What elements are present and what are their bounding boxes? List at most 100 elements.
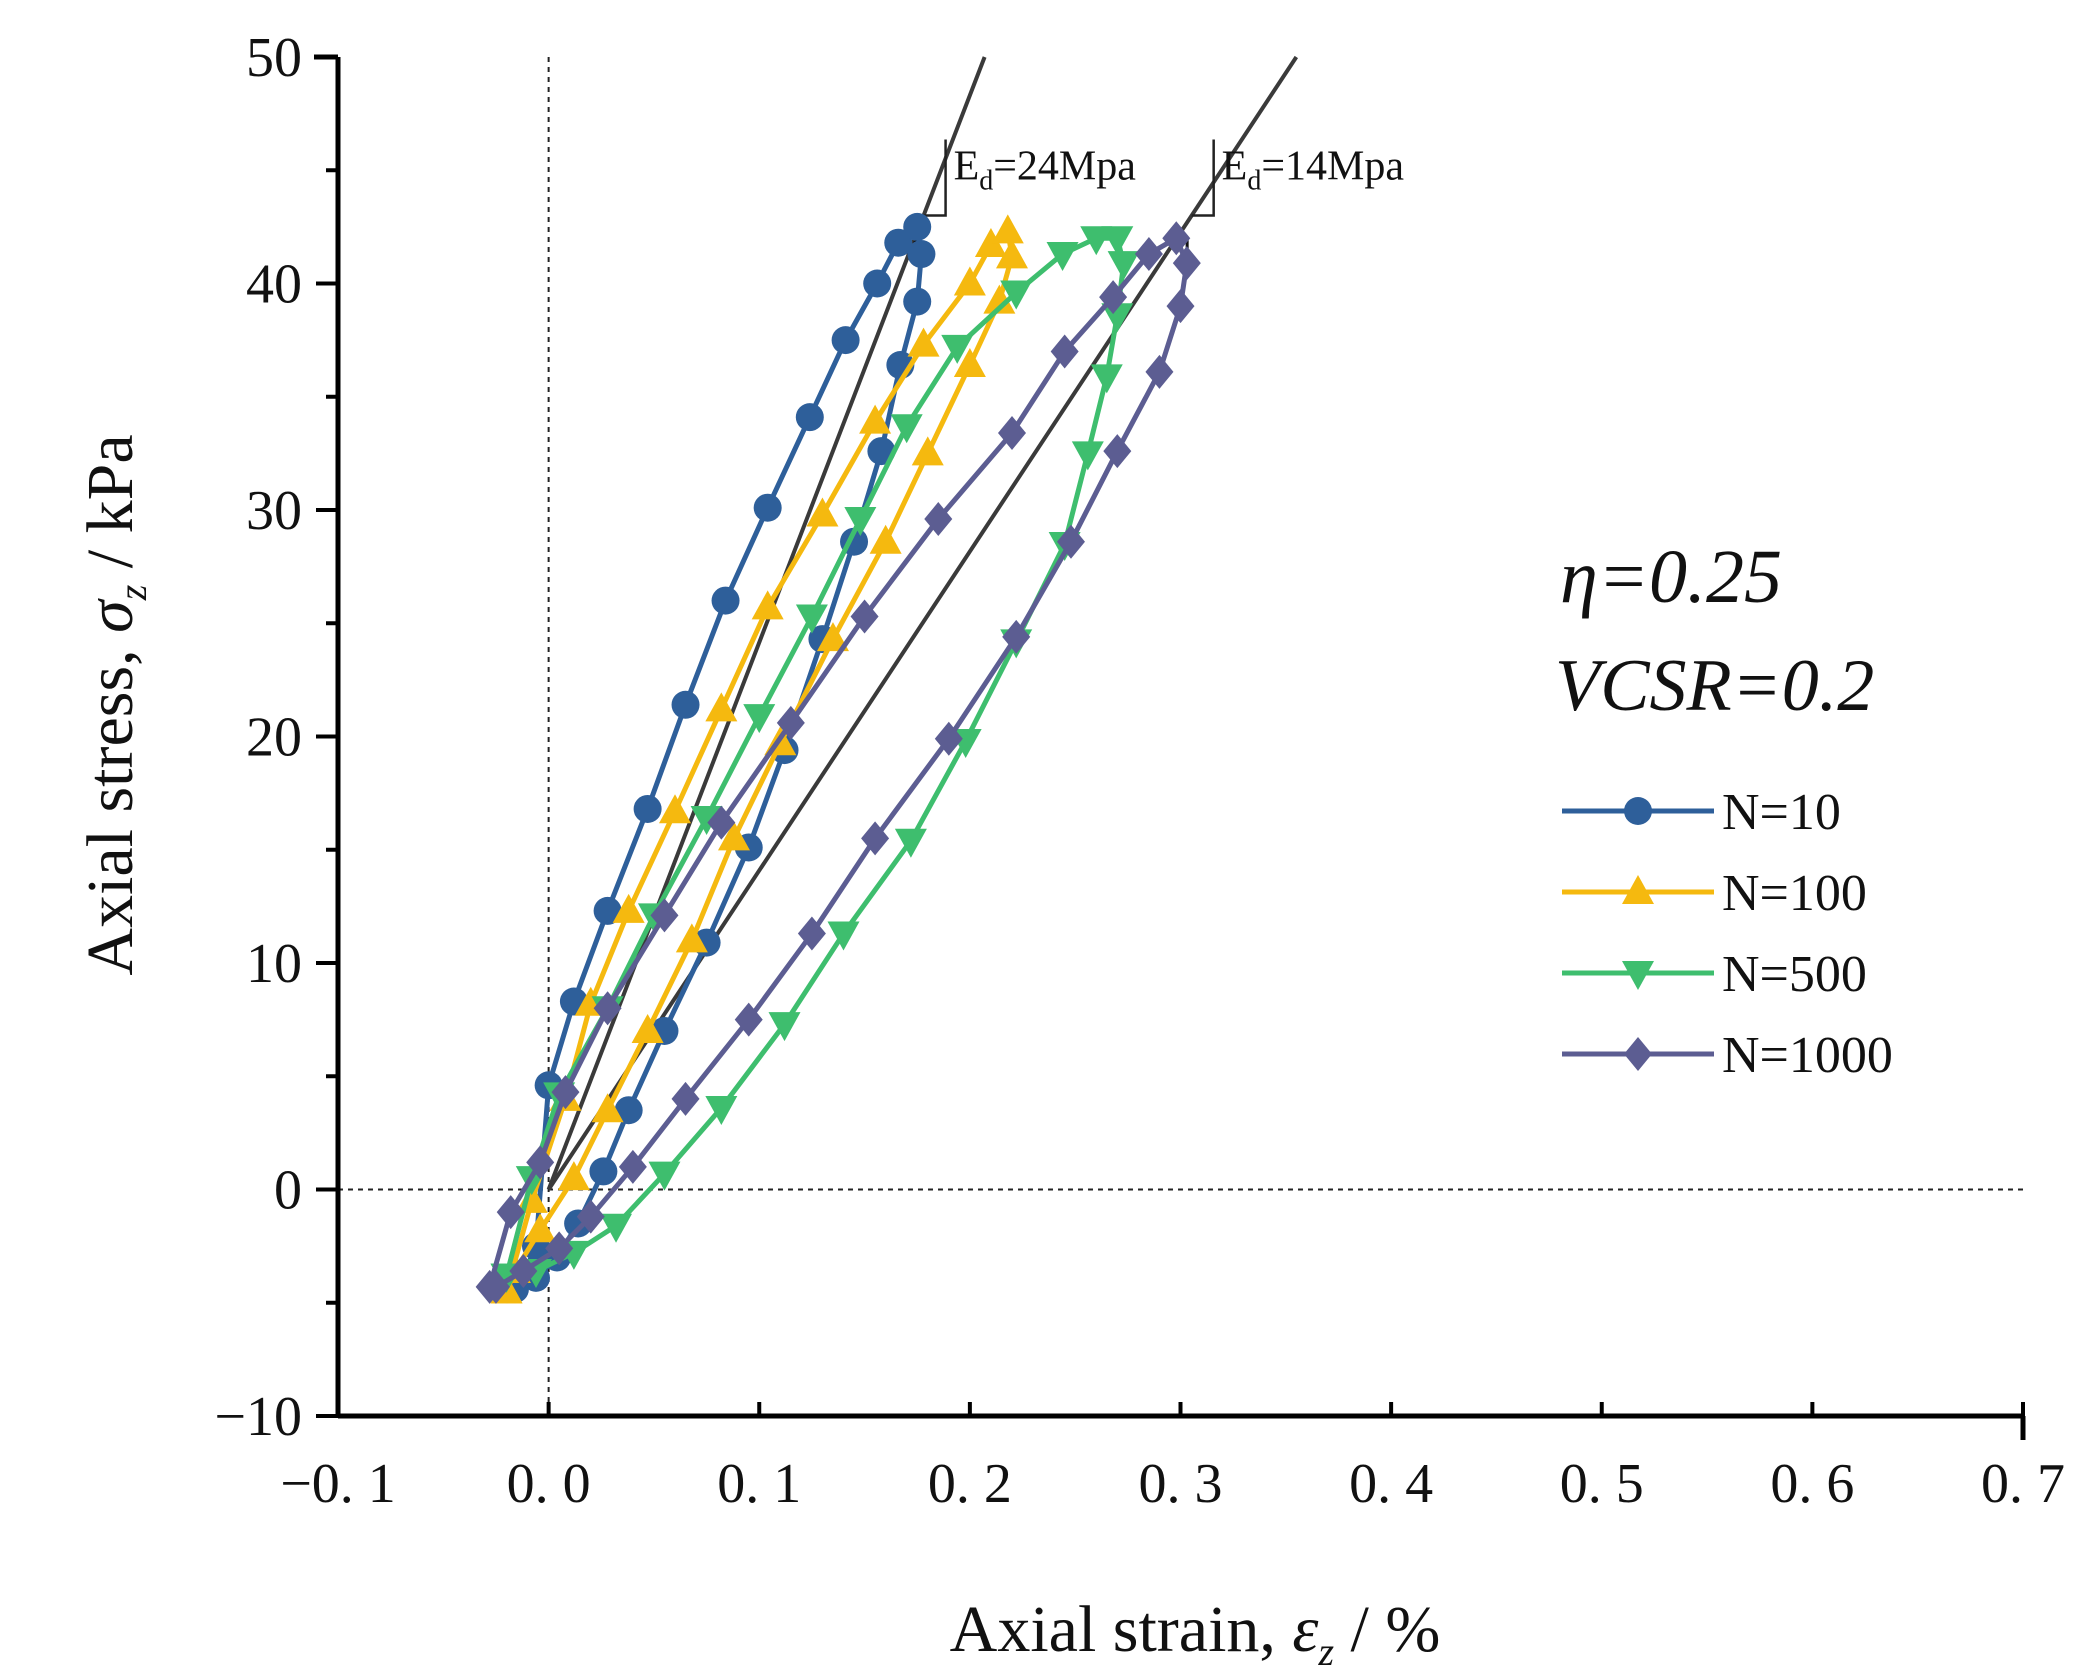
data-point-N=100-26 <box>524 1213 557 1243</box>
data-point-N=100-6 <box>705 692 738 722</box>
x-tick-label-8: 0. 7 <box>1981 1453 2065 1515</box>
data-point-N=100-13 <box>991 214 1024 244</box>
data-point-N=1000-3 <box>551 1075 580 1110</box>
data-point-N=1000-8 <box>850 599 879 634</box>
data-point-N=10-12 <box>863 269 892 298</box>
modulus-label-1: Ed=24Mpa <box>954 144 1137 197</box>
data-point-N=100-14 <box>996 239 1028 269</box>
data-point-N=500-15 <box>1107 251 1140 281</box>
data-point-N=500-12 <box>1046 242 1079 272</box>
y-axis-title-prefix: Axial stress, <box>74 633 147 976</box>
data-point-N=1000-2 <box>526 1145 555 1180</box>
data-point-N=500-24 <box>768 1012 801 1042</box>
y-tick-label-0: −10 <box>214 1386 302 1448</box>
data-point-N=10-6 <box>633 794 662 823</box>
data-point-N=100-23 <box>631 1013 664 1043</box>
data-point-N=1000-29 <box>509 1254 538 1289</box>
data-point-N=10-11 <box>831 326 860 355</box>
data-point-N=100-22 <box>675 923 708 953</box>
data-point-N=10-26 <box>589 1157 618 1186</box>
legend-swatch-marker-2 <box>1622 961 1654 990</box>
data-point-N=500-14 <box>1101 226 1134 256</box>
legend-swatch-marker-0 <box>1624 797 1652 825</box>
y-tick-label-1: 0 <box>274 1160 302 1222</box>
data-point-N=1000-7 <box>776 705 805 740</box>
data-point-N=10-14 <box>903 212 932 241</box>
y-axis-title: Axial stress, σz / kPa <box>74 434 155 975</box>
data-point-N=500-6 <box>743 704 776 734</box>
data-point-N=500-8 <box>844 507 877 537</box>
data-point-N=500-26 <box>648 1161 681 1191</box>
data-point-N=10-8 <box>711 586 740 615</box>
y-axis-title-suffix: / kPa <box>74 434 147 584</box>
data-point-N=10-16 <box>903 287 932 316</box>
x-axis-title: Axial strain, εz / % <box>950 1593 1441 1673</box>
data-point-N=1000-9 <box>924 502 953 537</box>
legend-label-3: N=1000 <box>1722 1027 1893 1084</box>
series-layer <box>475 212 1201 1304</box>
slope-triangle-2 <box>1191 139 1215 217</box>
data-point-N=10-13 <box>884 228 913 257</box>
y-tick-label-6: 50 <box>246 27 302 89</box>
data-point-N=10-7 <box>671 690 700 719</box>
legend-swatch-marker-3 <box>1624 1037 1652 1071</box>
x-tick-label-4: 0. 3 <box>1139 1453 1223 1515</box>
legend-entry-N=100: N=100 <box>1562 865 1867 922</box>
legend-label-0: N=10 <box>1722 784 1841 841</box>
data-point-N=500-27 <box>600 1213 633 1243</box>
data-point-N=1000-30 <box>481 1269 510 1304</box>
data-point-N=1000-5 <box>650 898 679 933</box>
data-point-N=10-25 <box>614 1096 643 1125</box>
y-tick-label-5: 40 <box>246 254 302 316</box>
x-tick-label-0: −0. 1 <box>280 1453 396 1515</box>
x-tick-label-5: 0. 4 <box>1349 1453 1433 1515</box>
x-tick-label-3: 0. 2 <box>928 1453 1012 1515</box>
data-point-N=500-25 <box>705 1095 738 1125</box>
y-tick-label-3: 20 <box>246 707 302 769</box>
modulus-label-2: Ed=14Mpa <box>1222 144 1405 197</box>
data-point-N=1000-1 <box>496 1195 525 1230</box>
data-point-N=500-7 <box>795 604 828 634</box>
data-point-N=1000-15 <box>1172 246 1201 281</box>
data-point-N=100-21 <box>717 821 750 851</box>
series-line-N=100 <box>504 228 1015 1293</box>
data-point-N=500-22 <box>894 828 927 858</box>
data-point-N=500-16 <box>1101 303 1134 333</box>
data-point-N=1000-19 <box>1056 524 1085 559</box>
data-point-N=100-7 <box>751 590 784 620</box>
data-point-N=1000-20 <box>1002 619 1031 654</box>
data-point-N=1000-11 <box>1050 334 1079 369</box>
data-point-N=100-16 <box>953 348 986 378</box>
legend-label-1: N=100 <box>1722 865 1867 922</box>
data-point-N=10-5 <box>593 896 622 925</box>
x-axis-title-sub: z <box>1317 1629 1334 1673</box>
data-point-N=10-9 <box>753 493 782 522</box>
data-point-N=1000-14 <box>1162 221 1191 256</box>
tick-labels-layer: −0. 1 0. 0 0. 1 0. 2 0. 3 0. 4 0. 5 0. 6 0. 7 −10… <box>214 27 2065 1515</box>
data-point-N=1000-23 <box>797 916 826 951</box>
series-line-N=1000 <box>487 235 1190 1290</box>
x-tick-label-7: 0. 6 <box>1770 1453 1854 1515</box>
data-point-N=100-5 <box>659 794 691 824</box>
data-point-N=1000-12 <box>1099 280 1128 315</box>
data-point-N=1000-28 <box>545 1231 574 1266</box>
data-point-N=500-11 <box>1000 280 1033 310</box>
data-point-N=1000-18 <box>1103 434 1132 469</box>
series-N=1000 <box>475 221 1201 1304</box>
data-point-N=1000-25 <box>671 1081 700 1116</box>
legend-label-2: N=500 <box>1722 946 1867 1003</box>
legend-swatch-marker-1 <box>1622 875 1654 904</box>
x-axis-title-prefix: Axial strain, <box>950 1593 1293 1666</box>
x-axis-title-suffix: / % <box>1334 1593 1440 1666</box>
data-point-N=1000-4 <box>593 991 622 1026</box>
annotation-vcsr: VCSR=0.2 <box>1555 645 1874 727</box>
legend-entry-N=10: N=10 <box>1562 784 1841 841</box>
data-point-N=500-5 <box>690 806 723 836</box>
data-point-N=100-9 <box>859 404 892 434</box>
data-point-N=1000-26 <box>618 1149 647 1184</box>
data-point-N=10-10 <box>795 403 824 432</box>
x-tick-label-6: 0. 5 <box>1560 1453 1644 1515</box>
legend-entry-N=500: N=500 <box>1562 946 1867 1003</box>
data-point-N=10-15 <box>907 240 936 269</box>
data-point-N=500-18 <box>1071 441 1104 471</box>
